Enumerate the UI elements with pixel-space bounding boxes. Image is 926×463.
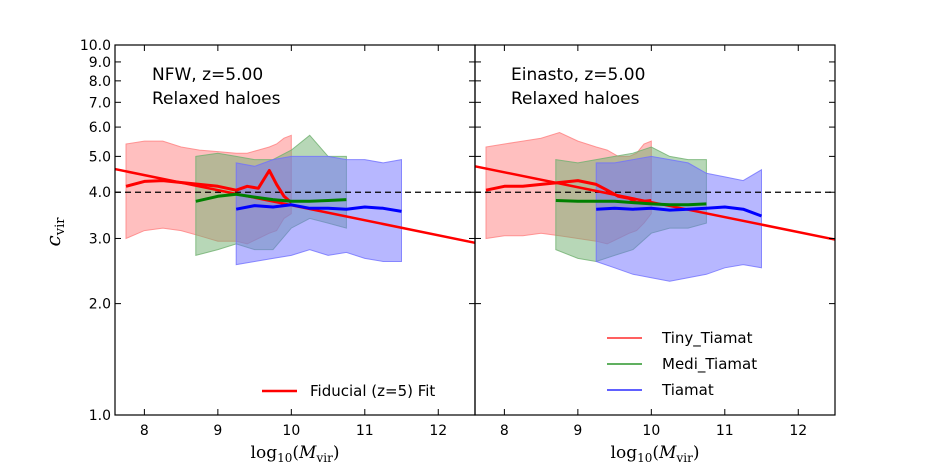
y-tick-label: 9.0	[89, 55, 111, 71]
y-axis-label: cvir	[41, 217, 68, 247]
y-tick-label: 2.0	[89, 297, 111, 313]
x-tick-label: 9	[213, 423, 222, 439]
legend-label-tiamat: Tiamat	[661, 381, 714, 399]
x-axis-label-left: log10(Mvir)	[251, 443, 340, 463]
y-tick-label: 6.0	[89, 120, 111, 136]
panel-nfw: 8 9 10 11 121.02.03.04.05.06.07.08.09.010.0 …	[80, 38, 476, 439]
annotation-line-1: Einasto, z=5.00	[511, 65, 645, 85]
median-line-tiny_tiamat	[125, 169, 293, 204]
median-line-tiamat	[235, 203, 402, 213]
x-axis-label-right: log10(Mvir)	[611, 443, 700, 463]
y-tick-label: 7.0	[89, 95, 111, 111]
median-line-medi_tiamat	[195, 192, 347, 203]
x-tick-label: 8	[140, 423, 149, 439]
x-tick-label: 10	[642, 423, 660, 439]
annotation-line-1: NFW, z=5.00	[152, 65, 263, 85]
x-tick-label: 12	[429, 423, 447, 439]
median-line-tiamat	[596, 205, 763, 218]
x-tick-label: 9	[573, 423, 582, 439]
y-tick-label: 4.0	[89, 185, 111, 201]
legend-label-medi: Medi_Tiamat	[662, 355, 757, 374]
annotation-line-2: Relaxed haloes	[511, 89, 640, 109]
y-tick-label: 10.0	[80, 38, 111, 54]
y-tick-label: 5.0	[89, 149, 111, 165]
y-tick-label: 3.0	[89, 231, 111, 247]
legend: Fiducial (z=5) Fit	[262, 382, 435, 400]
y-tick-label: 1.0	[89, 408, 111, 424]
legend-label-tiny: Tiny_Tiamat	[661, 329, 753, 348]
x-tick-label: 11	[716, 423, 734, 439]
x-tick-label: 11	[356, 423, 374, 439]
legend: Tiny_Tiamat Medi_Tiamat Tiamat	[607, 329, 757, 399]
x-tick-label: 12	[789, 423, 807, 439]
x-tick-label: 10	[282, 423, 300, 439]
y-tick-label: 8.0	[89, 74, 111, 90]
band-tiamat	[595, 155, 762, 282]
plot-frame	[474, 44, 836, 416]
panel-einasto: 8 9 10 11 12 Einasto, z=5.00 Relaxed haloes …	[474, 44, 836, 439]
annotation-line-2: Relaxed haloes	[152, 89, 281, 109]
median-line-medi_tiamat	[555, 199, 707, 207]
legend-label-fit: Fiducial (z=5) Fit	[310, 382, 435, 400]
x-tick-label: 8	[500, 423, 509, 439]
